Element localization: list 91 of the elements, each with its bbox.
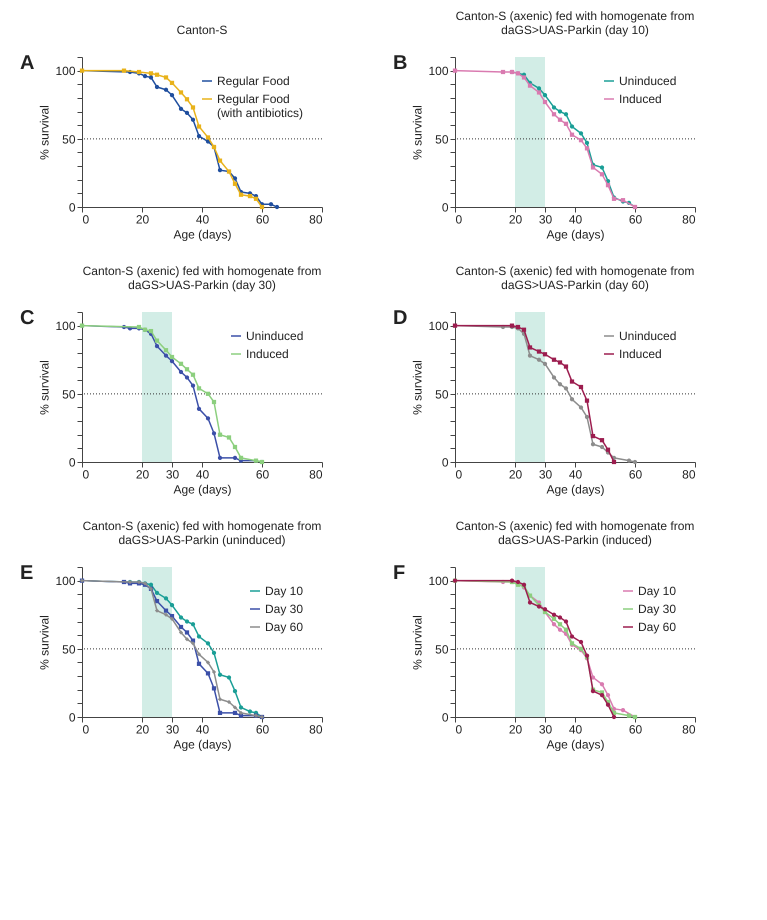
y-tick-label: 50 xyxy=(435,387,449,402)
legend-label: Uninduced xyxy=(619,329,676,343)
x-tick-label: 60 xyxy=(628,212,642,226)
x-tick-label: 80 xyxy=(682,722,696,736)
x-tick-label: 80 xyxy=(682,212,696,226)
y-tick-label: 0 xyxy=(442,710,449,724)
x-tick-label: 30 xyxy=(166,722,180,736)
text: F xyxy=(393,562,406,584)
x-tick-label: 40 xyxy=(568,722,582,736)
legend-label: Regular Food xyxy=(217,74,290,88)
legend-label: Day 60 xyxy=(265,620,304,634)
y-axis-title: % survival xyxy=(37,105,52,160)
text: C xyxy=(20,307,34,329)
x-tick-label: 20 xyxy=(508,468,522,482)
x-tick-label: 30 xyxy=(538,722,552,736)
y-axis-title: % survival xyxy=(37,360,52,415)
x-tick-label: 80 xyxy=(309,468,323,482)
y-axis-title: % survival xyxy=(410,360,424,415)
chart-title: Canton-S (axenic) fed with homogenate from daGS>UAS-Parkin (uninduced) xyxy=(82,519,322,547)
x-tick-label: 40 xyxy=(196,212,210,226)
legend-label: Induced xyxy=(619,347,662,361)
x-tick-label: 0 xyxy=(456,722,462,736)
x-tick-label: 60 xyxy=(256,212,270,226)
chart-title: Canton-S xyxy=(176,23,228,37)
x-tick-label: 30 xyxy=(538,468,552,482)
y-tick-label: 0 xyxy=(442,200,449,214)
y-tick-label: 100 xyxy=(428,574,449,588)
x-axis-title: Age (days) xyxy=(546,228,605,242)
legend-label: Uninduced xyxy=(619,74,676,88)
y-tick-label: 100 xyxy=(55,319,76,334)
y-tick-label: 50 xyxy=(435,642,449,656)
legend-label: Day 30 xyxy=(265,602,304,616)
x-axis-title: Age (days) xyxy=(546,482,605,496)
x-tick-label: 60 xyxy=(628,722,642,736)
y-tick-label: 0 xyxy=(68,710,76,724)
x-tick-label: 20 xyxy=(508,722,522,736)
y-tick-label: 50 xyxy=(62,642,76,656)
y-tick-label: 100 xyxy=(55,574,76,588)
legend-label: Induced xyxy=(619,92,662,106)
chart-title: Canton-S (axenic) fed with homogenate from daGS>UAS-Parkin (day 10) xyxy=(456,9,694,37)
x-tick-label: 60 xyxy=(628,468,642,482)
y-axis-title: % survival xyxy=(410,615,424,670)
text: E xyxy=(20,562,34,584)
text: A xyxy=(20,52,34,74)
x-tick-label: 20 xyxy=(136,468,150,482)
x-tick-label: 30 xyxy=(166,468,180,482)
legend-label: Regular Food (with antibiotics) xyxy=(217,92,304,120)
y-tick-label: 0 xyxy=(68,200,76,214)
y-axis-title: % survival xyxy=(410,105,424,160)
x-tick-label: 80 xyxy=(682,468,696,482)
x-tick-label: 60 xyxy=(256,468,270,482)
x-tick-label: 0 xyxy=(82,722,90,736)
x-tick-label: 0 xyxy=(456,468,462,482)
y-tick-label: 100 xyxy=(428,64,449,78)
text: B xyxy=(393,52,408,74)
x-tick-label: 0 xyxy=(82,468,90,482)
x-tick-label: 80 xyxy=(309,722,323,736)
legend-label: Day 60 xyxy=(638,620,676,634)
x-tick-label: 60 xyxy=(256,722,270,736)
x-tick-label: 80 xyxy=(309,212,323,226)
legend-label: Day 10 xyxy=(265,584,304,598)
x-axis-title: Age (days) xyxy=(173,228,232,242)
x-tick-label: 20 xyxy=(136,212,150,226)
legend-label: Day 30 xyxy=(638,602,676,616)
y-axis-title: % survival xyxy=(37,615,52,670)
x-tick-label: 40 xyxy=(196,722,210,736)
chart-title: Canton-S (axenic) fed with homogenate from daGS>UAS-Parkin (induced) xyxy=(456,519,694,547)
legend-label: Uninduced xyxy=(246,329,304,343)
chart-title: Canton-S (axenic) fed with homogenate from daGS>UAS-Parkin (day 30) xyxy=(82,264,322,292)
y-tick-label: 0 xyxy=(68,456,76,470)
x-axis-title: Age (days) xyxy=(173,738,232,752)
y-tick-label: 100 xyxy=(55,64,76,78)
chart-title: Canton-S (axenic) fed with homogenate from daGS>UAS-Parkin (day 60) xyxy=(456,264,694,292)
x-tick-label: 30 xyxy=(538,212,552,226)
text: D xyxy=(393,307,408,329)
y-tick-label: 50 xyxy=(62,132,76,146)
legend-label: Induced xyxy=(246,347,289,361)
y-tick-label: 50 xyxy=(62,387,76,402)
x-tick-label: 0 xyxy=(456,212,462,226)
x-tick-label: 0 xyxy=(82,212,90,226)
y-tick-label: 100 xyxy=(428,319,449,334)
y-tick-label: 50 xyxy=(435,132,449,146)
x-tick-label: 40 xyxy=(196,468,210,482)
x-tick-label: 20 xyxy=(508,212,522,226)
x-axis-title: Age (days) xyxy=(173,482,232,496)
x-tick-label: 40 xyxy=(568,212,582,226)
legend-label: Day 10 xyxy=(638,584,676,598)
x-tick-label: 20 xyxy=(136,722,150,736)
y-tick-label: 0 xyxy=(442,456,449,470)
x-tick-label: 40 xyxy=(568,468,582,482)
x-axis-title: Age (days) xyxy=(546,738,605,752)
